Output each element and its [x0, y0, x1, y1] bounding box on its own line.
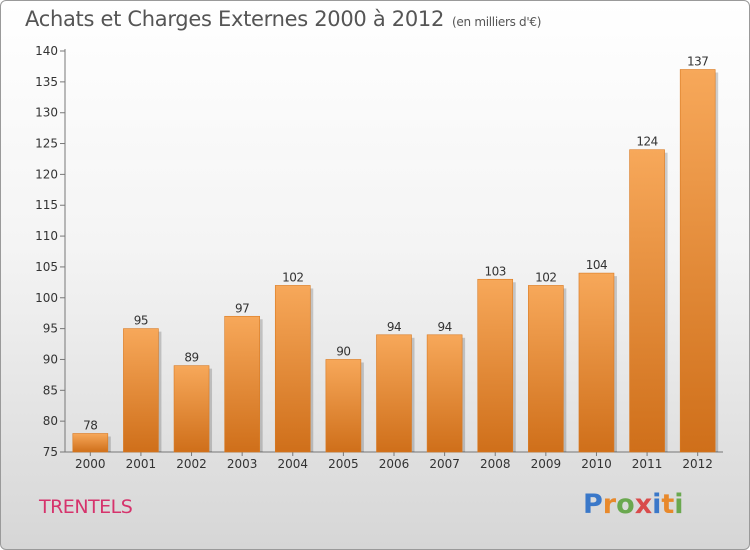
y-tick-label: 85 — [43, 383, 58, 397]
logo-letter: i — [674, 489, 684, 520]
data-label: 78 — [83, 418, 97, 432]
y-tick-label: 130 — [35, 106, 58, 120]
data-label: 89 — [184, 351, 198, 365]
title-main: Achats et Charges Externes 2000 à 2012 — [25, 7, 445, 31]
logo-letter: P — [583, 489, 603, 520]
bar — [528, 285, 564, 453]
y-tick-label: 125 — [35, 137, 58, 151]
data-label: 137 — [687, 55, 708, 69]
x-tick-label: 2003 — [227, 457, 258, 471]
bar — [173, 365, 210, 453]
data-label: 94 — [437, 320, 451, 334]
logo-letter: r — [602, 489, 617, 520]
data-label: 95 — [134, 314, 148, 328]
y-tick-label: 120 — [35, 167, 58, 181]
y-tick-label: 75 — [43, 445, 58, 459]
bar — [224, 315, 260, 453]
chart-title: Achats et Charges Externes 2000 à 2012 (e… — [25, 7, 541, 31]
y-tick-label: 100 — [35, 291, 58, 305]
bar — [679, 69, 716, 453]
x-tick-label: 2002 — [176, 457, 207, 471]
commune-name: TRENTELS — [39, 496, 133, 518]
data-label: 102 — [282, 270, 303, 284]
y-tick-label: 90 — [43, 352, 58, 366]
y-tick-label: 95 — [43, 322, 58, 336]
x-tick-label: 2005 — [328, 457, 359, 471]
data-label: 104 — [586, 258, 607, 272]
y-tick-label: 110 — [35, 229, 58, 243]
x-tick-label: 2007 — [429, 457, 460, 471]
axes: 75 80 85 90 95 100 105 110 115 120 125 130 135 140 200… — [35, 44, 723, 471]
x-tick-label: 2001 — [126, 457, 157, 471]
x-tick-label: 2008 — [480, 457, 511, 471]
data-label: 124 — [636, 135, 657, 149]
data-label: 94 — [387, 320, 401, 334]
y-tick-label: 115 — [35, 198, 58, 212]
bar — [123, 328, 159, 453]
data-label: 103 — [485, 264, 506, 278]
logo-letter: x — [634, 489, 653, 520]
bar — [477, 278, 514, 453]
x-tick-label: 2012 — [682, 457, 713, 471]
logo-letter: i — [652, 489, 662, 520]
bar — [274, 285, 311, 453]
data-label: 102 — [535, 270, 556, 284]
y-tick-label: 135 — [35, 75, 58, 89]
bar — [426, 334, 463, 453]
data-label: 97 — [235, 301, 249, 315]
x-tick-label: 2010 — [581, 457, 612, 471]
data-labels: 78 95 89 97 102 90 94 94 103 102 104 124 137 — [83, 55, 709, 433]
bar — [325, 359, 362, 453]
bar — [578, 272, 615, 453]
bar — [629, 149, 665, 453]
bar — [72, 433, 109, 453]
data-label: 90 — [336, 344, 350, 358]
bar — [376, 334, 412, 453]
x-tick-label: 2004 — [277, 457, 308, 471]
y-tick-label: 80 — [43, 414, 58, 428]
y-tick-label: 105 — [35, 260, 58, 274]
y-tick-label: 140 — [35, 44, 58, 58]
bars — [72, 69, 719, 453]
title-unit: (en milliers d'€) — [452, 15, 542, 29]
x-tick-label: 2000 — [75, 457, 106, 471]
logo-letter: o — [616, 489, 635, 520]
x-tick-label: 2011 — [632, 457, 663, 471]
x-tick-label: 2006 — [379, 457, 410, 471]
proxiti-logo[interactable]: Proxiti — [583, 489, 684, 520]
x-tick-label: 2009 — [531, 457, 562, 471]
logo-letter: t — [661, 489, 675, 520]
